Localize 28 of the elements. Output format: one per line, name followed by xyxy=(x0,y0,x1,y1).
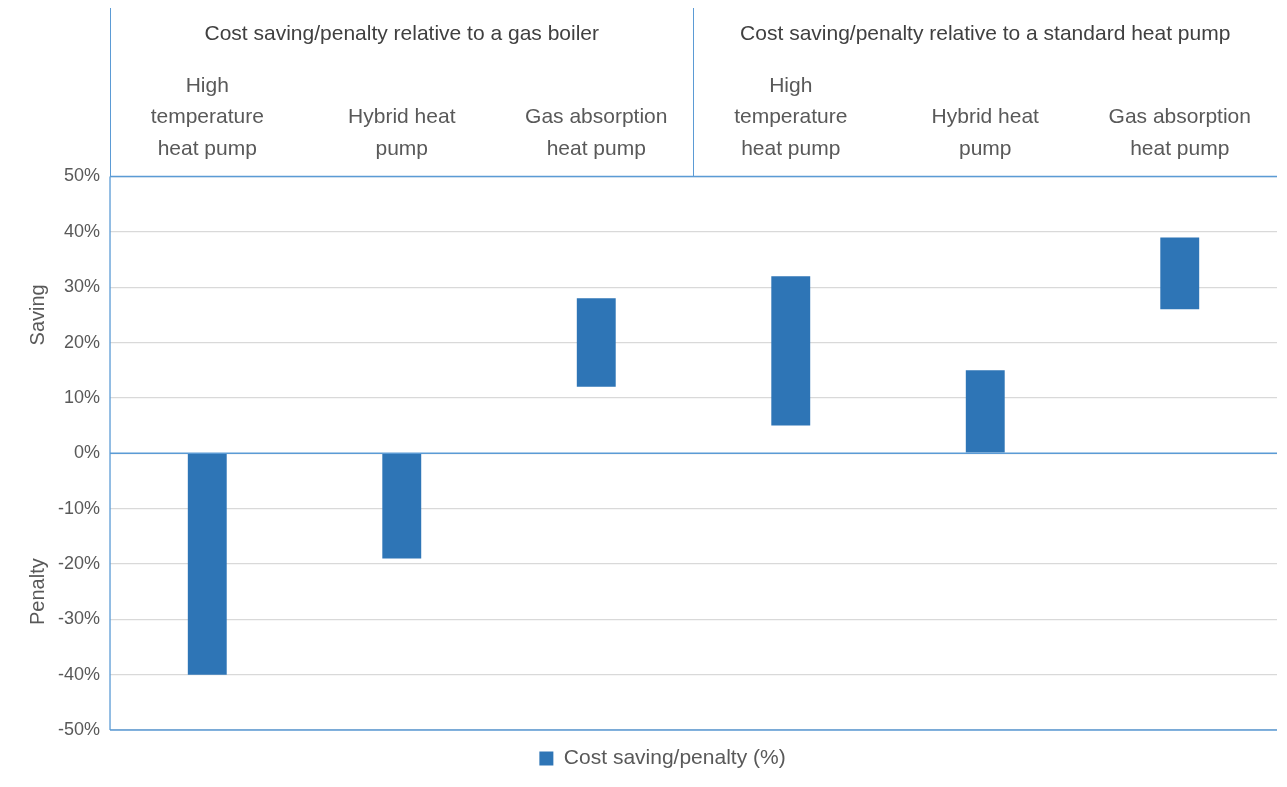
text: Cost saving/penalty relative to a gas boiler xyxy=(204,20,600,44)
text: Saving xyxy=(25,284,48,346)
bar xyxy=(382,453,422,559)
y-tick-label: 10% xyxy=(63,386,101,407)
text: Cost saving/penalty relative to a standard heat pump xyxy=(740,20,1231,44)
y-tick-label: -30% xyxy=(57,608,101,629)
legend-label: Cost saving/penalty (%) xyxy=(563,745,786,769)
y-tick-label: -10% xyxy=(57,497,101,518)
y-tick-label: 50% xyxy=(63,165,101,186)
y-tick-label: 40% xyxy=(63,220,101,241)
y-tick-label: -20% xyxy=(57,552,101,573)
text: Penalty xyxy=(25,558,48,625)
y-tick-label: -40% xyxy=(57,663,101,684)
y-tick-label: 0% xyxy=(74,442,101,463)
x-tick-label: Hybrid heat pump xyxy=(348,104,456,159)
x-tick-label: Hybrid heat pump xyxy=(931,104,1040,159)
x-tick-label: Gas absorption heat pump xyxy=(525,104,668,159)
y-tick-label: -50% xyxy=(57,718,101,739)
bar xyxy=(965,370,1005,453)
x-tick-label: Gas absorption heat pump xyxy=(1108,104,1251,159)
y-tick-label: 30% xyxy=(63,276,101,297)
bar xyxy=(771,276,811,426)
bar xyxy=(187,453,227,675)
bar xyxy=(1160,237,1200,310)
x-tick-label: High temperature heat pump xyxy=(150,72,264,159)
bar xyxy=(576,298,616,387)
x-tick-label: High temperature heat pump xyxy=(734,72,848,159)
y-tick-label: 20% xyxy=(63,331,101,352)
